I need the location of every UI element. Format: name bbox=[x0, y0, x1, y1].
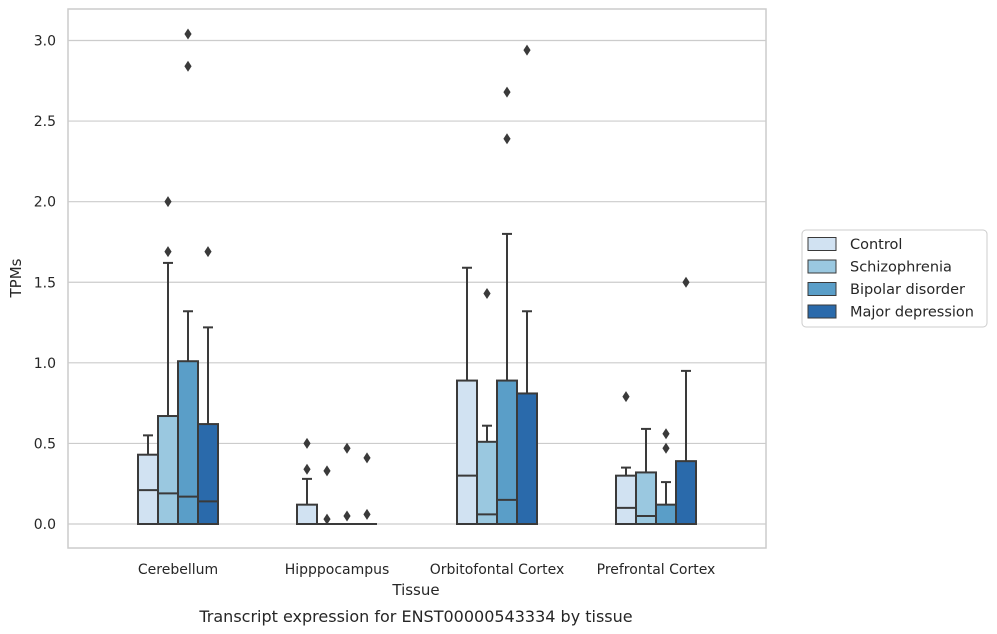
outlier-point bbox=[303, 463, 311, 475]
outlier-point bbox=[323, 513, 331, 525]
x-axis-label: Tissue bbox=[391, 581, 439, 599]
outlier-point bbox=[503, 86, 511, 98]
legend-swatch-major-depression bbox=[807, 304, 837, 319]
box-iqr bbox=[675, 460, 697, 525]
box-control-orbitofontal-cortex bbox=[456, 266, 478, 526]
legend-label-schizophrenia: Schizophrenia bbox=[850, 260, 952, 276]
box-major-depression-prefrontal-cortex bbox=[675, 276, 697, 525]
box-iqr bbox=[157, 415, 179, 526]
box-bipolar-disorder-orbitofontal-cortex bbox=[496, 86, 518, 526]
outlier-point bbox=[662, 428, 670, 440]
y-axis-label: TPMs bbox=[7, 258, 25, 298]
x-tick-label: Orbitofontal Cortex bbox=[430, 562, 565, 578]
legend-frame bbox=[801, 229, 988, 328]
box-major-depression-cerebellum bbox=[197, 246, 219, 525]
y-tick-label: 3.0 bbox=[34, 34, 56, 50]
box-major-depression-orbitofontal-cortex bbox=[516, 44, 538, 525]
outlier-point bbox=[303, 437, 311, 449]
box-major-depression-hipppocampus bbox=[357, 452, 377, 525]
legend-label-major-depression: Major depression bbox=[850, 305, 974, 321]
box-bipolar-disorder-cerebellum bbox=[177, 28, 199, 526]
outlier-point bbox=[343, 510, 351, 522]
box-iqr bbox=[655, 503, 677, 526]
legend-swatch-bipolar-disorder bbox=[807, 282, 837, 296]
box-iqr bbox=[615, 474, 637, 525]
box-iqr bbox=[516, 392, 538, 525]
y-tick-label: 2.0 bbox=[34, 195, 56, 211]
y-tick-label: 2.5 bbox=[34, 114, 56, 130]
box-iqr bbox=[635, 471, 657, 525]
x-tick-label: Hipppocampus bbox=[285, 562, 390, 578]
outlier-point bbox=[363, 452, 371, 464]
outlier-point bbox=[682, 276, 690, 288]
outlier-point bbox=[363, 508, 371, 520]
box-iqr bbox=[476, 440, 498, 525]
x-tick-labels: Cerebellum Hipppocampus Orbitofontal Corte… bbox=[138, 562, 715, 578]
box-iqr bbox=[456, 379, 478, 526]
x-tick-label: Cerebellum bbox=[138, 562, 218, 578]
box-control-prefrontal-cortex bbox=[615, 391, 637, 525]
y-tick-label: 0.0 bbox=[34, 517, 56, 533]
box-bipolar-disorder-hipppocampus bbox=[337, 442, 357, 525]
y-tick-label: 1.5 bbox=[34, 275, 56, 291]
box-iqr bbox=[496, 379, 518, 526]
outlier-point bbox=[204, 246, 212, 258]
box-iqr bbox=[177, 360, 199, 526]
outlier-point bbox=[164, 246, 172, 258]
outlier-point bbox=[343, 442, 351, 454]
box-schizophrenia-prefrontal-cortex bbox=[635, 427, 657, 525]
box-iqr bbox=[296, 503, 318, 526]
outlier-point bbox=[323, 465, 331, 477]
boxes bbox=[137, 28, 697, 526]
legend-swatch-control bbox=[807, 237, 837, 251]
figure-caption: Transcript expression for ENST0000054333… bbox=[198, 607, 632, 626]
y-tick-label: 1.0 bbox=[34, 356, 56, 372]
y-tick-labels: 0.0 0.5 1.0 1.5 2.0 2.5 3.0 bbox=[34, 34, 56, 534]
x-tick-label: Prefrontal Cortex bbox=[597, 562, 716, 578]
box-control-hipppocampus bbox=[296, 437, 318, 526]
outlier-point bbox=[164, 196, 172, 208]
outlier-point bbox=[483, 288, 491, 300]
legend-label-bipolar-disorder: Bipolar disorder bbox=[850, 282, 965, 298]
outlier-point bbox=[662, 442, 670, 454]
box-schizophrenia-hipppocampus bbox=[317, 465, 337, 525]
legend-label-control: Control bbox=[850, 237, 902, 253]
legend: Control Schizophrenia Bipolar disorder Majo… bbox=[801, 229, 988, 328]
outlier-point bbox=[184, 60, 192, 72]
y-tick-label: 0.5 bbox=[34, 436, 56, 452]
outlier-point bbox=[503, 133, 511, 145]
outlier-point bbox=[184, 28, 192, 40]
legend-swatch-schizophrenia bbox=[807, 259, 837, 274]
box-iqr bbox=[197, 423, 219, 525]
outlier-point bbox=[523, 44, 531, 56]
outlier-point bbox=[622, 391, 630, 403]
box-schizophrenia-cerebellum bbox=[157, 196, 179, 526]
